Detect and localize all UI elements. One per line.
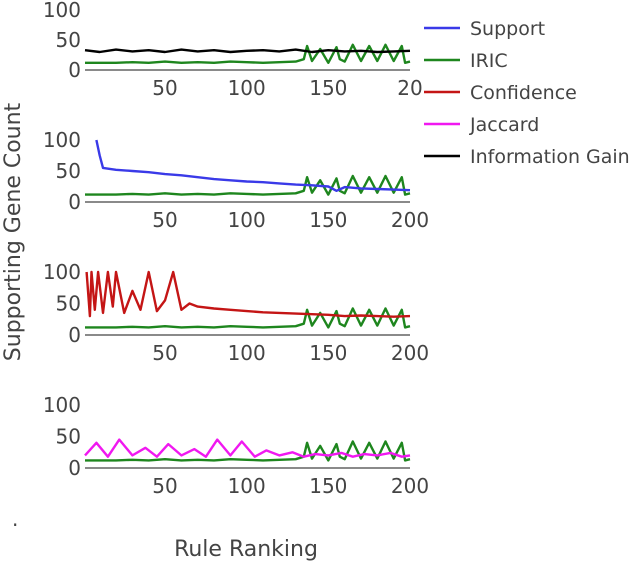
y-tick-label: 0 <box>68 190 81 214</box>
series-line-support <box>95 139 411 193</box>
legend-layer: Support IRIC Confidence Jaccard Information … <box>424 18 630 168</box>
x-tick-label: 100 <box>228 341 266 365</box>
series-line-jaccard <box>84 438 411 458</box>
panel-2: 0 50 100 50 100 150 200 <box>43 128 429 232</box>
y-tick-label: 100 <box>43 0 81 22</box>
x-tick-label: 50 <box>152 208 177 232</box>
legend-label-iric: IRIC <box>470 50 508 72</box>
x-tick-label: 100 <box>228 474 266 498</box>
y-tick-label: 100 <box>43 393 81 417</box>
y-tick-label: 0 <box>68 323 81 347</box>
y-axis-title: Supporting Gene Count <box>1 102 26 361</box>
x-tick-label: 100 <box>228 76 266 100</box>
x-tick-label: 200 <box>391 474 429 498</box>
y-tick-label: 0 <box>68 456 81 480</box>
x-tick-label: 50 <box>152 76 177 100</box>
x-tick-label: 200 <box>391 341 429 365</box>
legend-label-jaccard: Jaccard <box>469 114 539 136</box>
panel-1: 0 50 100 50 100 150 20 <box>43 0 423 100</box>
footnote-mark: . <box>12 507 18 531</box>
series-line-information-gain <box>84 48 411 54</box>
x-tick-label: 150 <box>309 208 347 232</box>
legend-label-information-gain: Information Gain <box>470 146 630 168</box>
y-tick-label: 100 <box>43 128 81 152</box>
panel-4: 0 50 100 50 100 150 200 <box>43 393 429 498</box>
legend-label-support: Support <box>470 18 545 40</box>
x-tick-label: 20 <box>397 76 422 100</box>
series-line-iric <box>85 440 411 462</box>
y-tick-label: 50 <box>56 159 81 183</box>
series-line-iric <box>85 307 411 329</box>
y-tick-label: 0 <box>68 58 81 82</box>
panel-3: 0 50 100 50 100 150 200 <box>43 260 429 365</box>
x-axis-title: Rule Ranking <box>174 537 318 562</box>
y-tick-label: 50 <box>56 28 81 52</box>
series-line-iric <box>85 43 411 64</box>
x-tick-label: 50 <box>152 474 177 498</box>
x-tick-label: 150 <box>309 341 347 365</box>
legend-label-confidence: Confidence <box>470 82 577 104</box>
x-tick-label: 100 <box>228 208 266 232</box>
x-tick-label: 50 <box>152 341 177 365</box>
x-tick-label: 200 <box>391 208 429 232</box>
x-tick-label: 150 <box>309 76 347 100</box>
y-tick-label: 100 <box>43 260 81 284</box>
y-tick-label: 50 <box>56 425 81 449</box>
series-line-confidence <box>85 270 411 318</box>
x-tick-label: 150 <box>309 474 347 498</box>
series-line-iric <box>85 174 411 196</box>
y-tick-label: 50 <box>56 292 81 316</box>
